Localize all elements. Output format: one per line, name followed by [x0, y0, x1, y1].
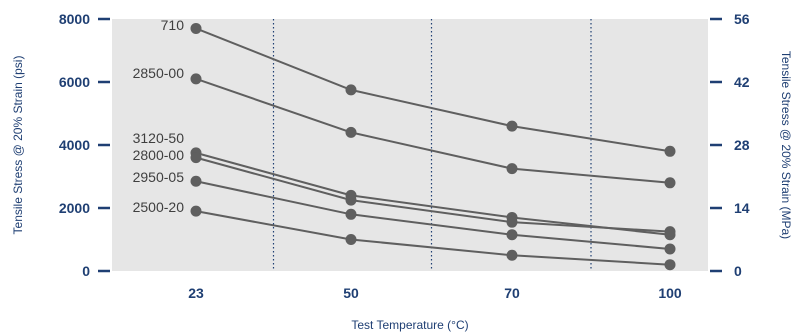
- left-tick-label: 0: [82, 263, 90, 279]
- data-point: [664, 243, 676, 255]
- data-point: [664, 177, 676, 189]
- data-point: [506, 163, 518, 175]
- series-2500-20: 2500-20: [133, 199, 676, 271]
- series-line: [195, 210, 671, 266]
- data-point: [345, 126, 357, 138]
- data-point: [664, 145, 676, 157]
- right-y-axis: 0 14 28 42 56: [710, 11, 750, 279]
- series-label: 2950-05: [133, 169, 185, 185]
- left-y-axis: 0 2000 4000 6000 8000: [59, 11, 110, 279]
- series-label: 2800-00: [133, 147, 185, 163]
- left-tick-label: 6000: [59, 74, 90, 90]
- series-line: [195, 180, 671, 250]
- x-tick-label: 70: [504, 285, 520, 301]
- data-point: [506, 216, 518, 228]
- data-point: [506, 249, 518, 261]
- series-label: 710: [161, 17, 185, 33]
- series-line: [195, 27, 671, 153]
- right-tick-label: 28: [734, 137, 750, 153]
- series-2850-00: 2850-00: [133, 65, 676, 189]
- data-point: [190, 175, 202, 187]
- x-axis-title: Test Temperature (°C): [351, 318, 468, 332]
- left-y-axis-title: Tensile Stress @ 20% Strain (psi): [11, 56, 25, 235]
- left-tick-label: 2000: [59, 200, 90, 216]
- right-tick-label: 42: [734, 74, 750, 90]
- series-line: [195, 156, 671, 233]
- data-point: [345, 84, 357, 96]
- data-point: [190, 73, 202, 85]
- series-label: 3120-50: [133, 130, 185, 146]
- x-tick-label: 23: [188, 285, 204, 301]
- series-2800-00: 2800-00: [133, 147, 676, 238]
- right-tick-label: 56: [734, 11, 750, 27]
- x-axis: 23 50 70 100: [188, 285, 682, 301]
- right-y-axis-title: Tensile Stress @ 20% Strain (MPa): [779, 51, 793, 239]
- x-tick-label: 50: [343, 285, 359, 301]
- right-tick-label: 14: [734, 200, 750, 216]
- series-line: [195, 77, 671, 184]
- right-tick-label: 0: [734, 263, 742, 279]
- data-point: [664, 259, 676, 271]
- left-tick-label: 4000: [59, 137, 90, 153]
- data-point: [345, 234, 357, 245]
- series-710: 710: [161, 17, 676, 157]
- data-point: [664, 226, 676, 238]
- series-2950-05: 2950-05: [133, 169, 676, 255]
- data-point: [506, 120, 518, 132]
- x-tick-label: 100: [658, 285, 682, 301]
- data-point: [345, 194, 357, 206]
- data-point: [345, 208, 357, 220]
- data-point: [190, 152, 202, 164]
- data-point: [190, 22, 202, 34]
- series-label: 2850-00: [133, 65, 185, 81]
- series-label: 2500-20: [133, 199, 185, 215]
- data-point: [190, 205, 202, 217]
- data-point: [506, 229, 518, 241]
- left-tick-label: 8000: [59, 11, 90, 27]
